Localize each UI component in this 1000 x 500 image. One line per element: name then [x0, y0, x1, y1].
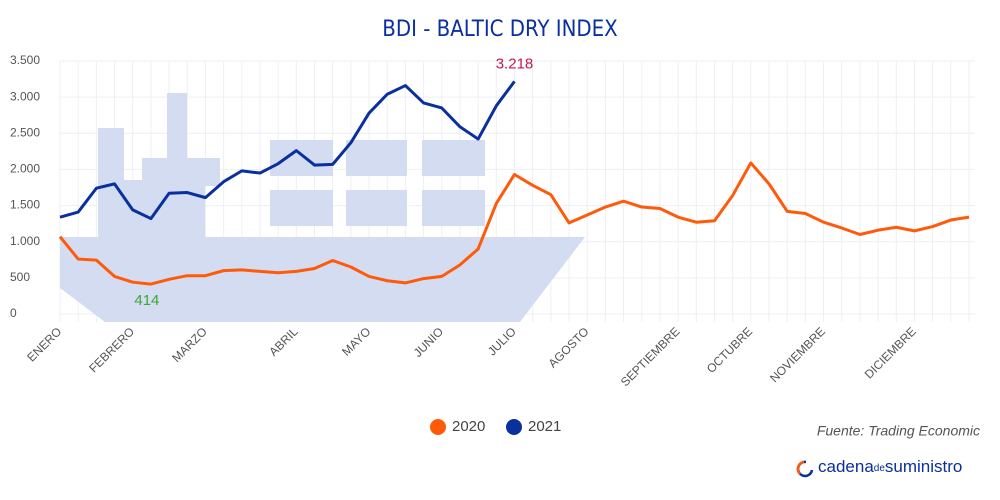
x-tick-label: MARZO	[169, 324, 210, 365]
x-tick-label: ABRIL	[266, 324, 301, 359]
x-tick-label: AGOSTO	[546, 324, 592, 370]
legend-label: 2020	[452, 418, 485, 435]
legend-label: 2021	[528, 418, 561, 435]
y-tick-label: 3.000	[10, 89, 40, 103]
x-tick-label: ENERO	[24, 324, 64, 364]
line-2021	[59, 80, 516, 221]
data-label: 3.218	[496, 55, 534, 72]
data-label: 414	[134, 292, 159, 309]
x-tick-label: FEBRERO	[86, 324, 137, 375]
x-tick-label: DICIEMBRE	[862, 324, 919, 381]
y-tick-label: 2.500	[10, 125, 40, 139]
x-tick-label: JUNIO	[411, 324, 446, 359]
y-tick-label: 1.500	[10, 198, 40, 212]
logo-icon	[796, 460, 805, 475]
line-2020	[58, 161, 970, 286]
logo: cadenadesuministro	[796, 457, 962, 478]
legend-swatch	[430, 419, 446, 435]
y-tick-label: 1.000	[10, 234, 40, 248]
x-tick-label: NOVIEMBRE	[767, 324, 828, 385]
x-tick-label: MAYO	[339, 324, 373, 358]
y-tick-label: 500	[10, 270, 30, 284]
source: Fuente: Trading Economic	[817, 423, 980, 439]
x-tick-label: OCTUBRE	[704, 324, 755, 375]
y-tick-label: 2.000	[10, 162, 40, 176]
x-tick-label: JULIO	[485, 324, 519, 358]
chart-title: BDI - BALTIC DRY INDEX	[382, 17, 617, 42]
x-tick-label: SEPTIEMBRE	[618, 324, 683, 389]
logo-text: cadenadesuministro	[818, 457, 962, 476]
y-tick-label: 3.500	[10, 53, 40, 67]
logo-part: cadena	[818, 457, 874, 476]
logo-part: suministro	[885, 457, 962, 476]
logo-part: de	[874, 463, 886, 474]
y-tick-label: 0	[10, 306, 17, 320]
legend-swatch	[506, 419, 522, 435]
ship-background	[60, 93, 585, 322]
